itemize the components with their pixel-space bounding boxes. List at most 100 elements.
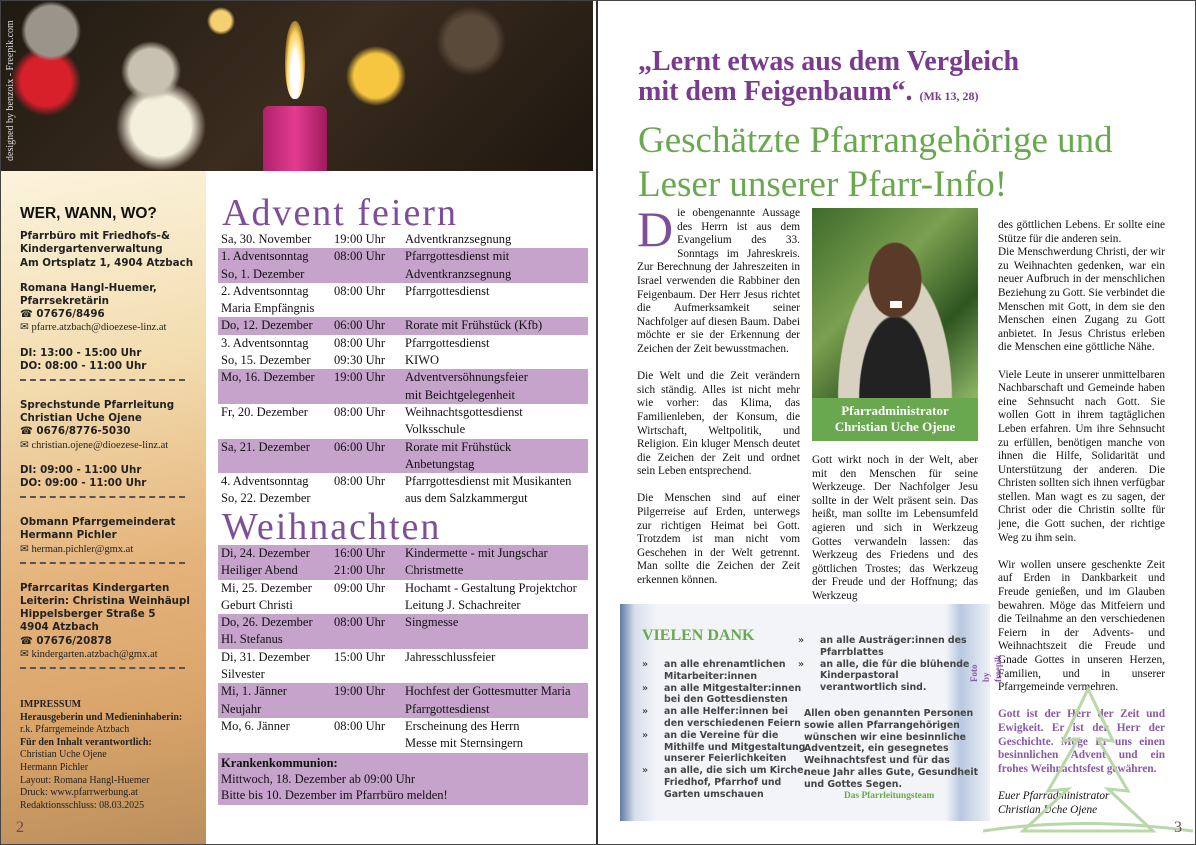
kindergarten-street: Hippelsberger Straße 5 (20, 608, 156, 621)
schedule-time: 06:00 Uhr (334, 439, 386, 454)
divider (20, 496, 185, 499)
paragraph: des göttlichen Lebens. Er sollte eine St… (998, 219, 1165, 245)
schedule-date: Fr, 20. Dezember (221, 404, 308, 419)
leader-phone: ☎ 0676/8776-5030 (20, 425, 206, 438)
leader-email[interactable]: ✉ christian.ojene@dioezese-linz.at (20, 439, 206, 452)
schedule-row: So, 15. Dezember 09:30 Uhr KIWO (218, 352, 588, 369)
email-address[interactable]: kindergarten.atzbach@gmx.at (31, 648, 158, 660)
schedule-event: KIWO (405, 353, 440, 368)
divider (20, 379, 185, 382)
schedule-date: 1. Adventsonntag (221, 249, 309, 264)
schedule-row: 4. Adventsonntag 08:00 Uhr Pfarrgottesdien… (218, 473, 588, 490)
leader-hours: DO: 09:00 - 11:00 Uhr (20, 477, 147, 490)
schedule-time (334, 597, 405, 613)
impressum-line: r.k. Pfarrgemeinde Atzbach (20, 724, 130, 736)
sick-communion-date: Mittwoch, 18. Dezember ab 09:00 Uhr (221, 771, 416, 786)
impressum-line: Hermann Pichler (20, 762, 89, 774)
office-hours: DO: 08:00 - 11:00 Uhr (20, 359, 147, 372)
christmas-tree-graphic (983, 685, 1193, 833)
schedule-row: Do, 26. Dezember 08:00 Uhr Singmesse (218, 614, 588, 632)
impressum-title: IMPRESSUM (20, 699, 82, 711)
schedule-time: 08:00 Uhr (334, 404, 386, 419)
thanks-item: an alle Mitgestalter:innen bei den Gotte… (638, 683, 808, 707)
impressum-line: Druck: www.pfarrwerbung.at (20, 787, 138, 799)
page-left: designed by benzoix - Freepik.com WER, W… (0, 0, 598, 845)
mail-icon: ✉ (20, 648, 32, 660)
schedule-time (334, 300, 405, 316)
schedule-row: Geburt Christi Leitung J. Schachreiter (218, 597, 588, 614)
secretary-email[interactable]: ✉ pfarre.atzbach@dioezese-linz.at (20, 321, 206, 334)
schedule-event (405, 631, 586, 647)
divider (20, 667, 185, 670)
schedule-event: Erscheinung des Herrn (405, 718, 520, 733)
schedule-row: Mo, 16. Dezember 19:00 Uhr Adventversöhnun… (218, 369, 588, 387)
schedule-date: Mo, 6. Jänner (221, 718, 290, 733)
council-title: Obmann Pfarrgemeinderat (20, 516, 176, 529)
email-address[interactable]: christian.ojene@dioezese-linz.at (31, 439, 169, 451)
thanks-title: VIELEN DANK (642, 627, 755, 644)
schedule-event: Pfarrgottesdienst (405, 283, 490, 298)
schedule-time: 19:00 Uhr (334, 232, 386, 246)
paragraph: Die Menschen sind auf einer Pilgerreise … (637, 492, 800, 587)
impressum-line: Redaktionsschluss: 08.03.2025 (20, 799, 145, 811)
schedule-time (334, 631, 405, 647)
schedule-event: mit Beichtgelegenheit (405, 387, 516, 402)
schedule-event: Jahresschlussfeier (405, 649, 496, 664)
schedule-date: Do, 26. Dezember (221, 615, 313, 630)
council-name: Hermann Pichler (20, 529, 117, 542)
schedule-date: 3. Adventsonntag (221, 335, 309, 350)
schedule-row: Sa, 30. November 19:00 Uhr Adventkranzsegn… (218, 231, 588, 248)
schedule-date: Di, 31. Dezember (221, 649, 310, 664)
thanks-list-left: an alle ehrenamtlichen Mitarbeiter:innen… (638, 659, 808, 801)
email-address[interactable]: herman.pichler@gmx.at (31, 543, 134, 555)
schedule-event: Hochfest der Gottesmutter Maria (405, 684, 571, 699)
schedule-row: Di, 24. Dezember 16:00 Uhr Kindermette - m… (218, 545, 588, 563)
schedule-date: 4. Adventsonntag (221, 474, 309, 489)
impressum-line: Herausgeberin und Medieninhaberin: (20, 711, 183, 723)
schedule-event: Messe mit Sternsingern (405, 736, 524, 751)
schedule-date: Mi, 25. Dezember (221, 580, 312, 595)
schedule-row: 3. Adventsonntag 08:00 Uhr Pfarrgottesdien… (218, 335, 588, 352)
quote-reference: (Mk 13, 28) (919, 89, 979, 103)
schedule-time: 19:00 Uhr (334, 684, 386, 699)
schedule-row: Silvester (218, 666, 588, 683)
schedule-date: Geburt Christi (221, 597, 293, 612)
schedule-time: 08:00 Uhr (334, 615, 386, 630)
bible-quote: „Lernt etwas aus dem Vergleich mit dem F… (638, 47, 1058, 111)
flame-graphic (285, 21, 305, 99)
paragraph: Die Welt und die Zeit verändern sich stä… (637, 370, 800, 478)
schedule-time: 16:00 Uhr (334, 546, 386, 560)
schedule-event: Rorate mit Frühstück (Kfb) (405, 318, 543, 333)
kindergarten-phone: ☎ 07676/20878 (20, 635, 206, 648)
schedule-event: Adventkranzsegnung (405, 266, 512, 281)
advent-rows: Sa, 30. November 19:00 Uhr Adventkranzsegn… (218, 231, 588, 508)
candle-photo: designed by benzoix - Freepik.com (1, 1, 593, 171)
secretary-block: Romana Hangl-Huemer, Pfarrsekretärin ☎ 0… (20, 282, 206, 335)
paragraph: Die Menschwerdung Christi, der wir zu We… (998, 246, 1165, 354)
phone-icon: ☎ (20, 308, 37, 321)
council-email[interactable]: ✉ herman.pichler@gmx.at (20, 543, 206, 556)
photo-caption: Pfarradministrator Christian Uche Ojene (812, 398, 978, 441)
schedule-date: Sa, 21. Dezember (221, 439, 310, 454)
schedule-date: Heiliger Abend (221, 563, 298, 578)
page-number: 2 (16, 819, 24, 836)
schedule-event: Volksschule (405, 422, 466, 437)
schedule-date (221, 735, 334, 751)
kindergarten-email[interactable]: ✉ kindergarten.atzbach@gmx.at (20, 648, 206, 661)
article-column-2: Gott wirkt noch in der Welt, aber mit de… (812, 454, 978, 617)
schedule-row: Mo, 6. Jänner 08:00 Uhr Erscheinung des He… (218, 718, 588, 735)
advent-title: Advent feiern (222, 192, 458, 234)
email-address[interactable]: pfarre.atzbach@dioezese-linz.at (31, 322, 167, 334)
schedule-row: Di, 31. Dezember 15:00 Uhr Jahresschlussfe… (218, 649, 588, 666)
phone-number: 0676/8776-5030 (36, 425, 131, 438)
council-block: Obmann Pfarrgemeinderat Hermann Pichler … (20, 516, 206, 556)
schedule-date: Neujahr (221, 701, 262, 716)
schedule-time: 21:00 Uhr (334, 563, 386, 578)
page-right: „Lernt etwas aus dem Vergleich mit dem F… (598, 0, 1196, 845)
christmas-schedule: Weihnachten Di, 24. Dezember 16:00 Uhr Kin… (218, 506, 588, 806)
schedule-event: Hochamt - Gestaltung Projektchor (405, 580, 577, 595)
mail-icon: ✉ (20, 322, 32, 334)
schedule-time (334, 735, 405, 751)
schedule-time (334, 387, 405, 403)
christmas-title: Weihnachten (222, 506, 442, 548)
